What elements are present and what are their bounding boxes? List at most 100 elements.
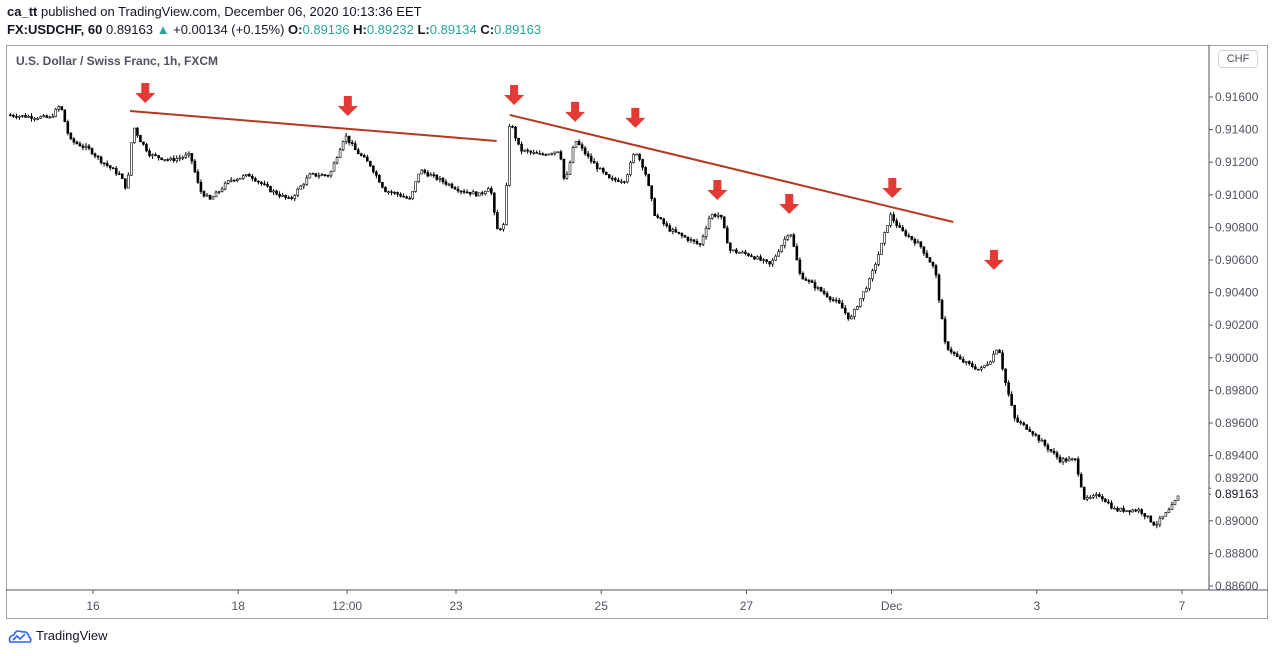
candle-body xyxy=(335,157,339,164)
candle-body xyxy=(974,366,977,370)
up-triangle-icon: ▲ xyxy=(156,22,170,37)
candle-body xyxy=(686,236,690,241)
candle-body xyxy=(390,191,393,193)
candle-body xyxy=(108,165,112,169)
candle-body xyxy=(541,153,545,156)
candle-body xyxy=(568,162,572,175)
candle-body xyxy=(1107,501,1110,504)
candle-body xyxy=(18,115,21,118)
candle-body xyxy=(535,152,539,154)
candle-body xyxy=(1019,421,1023,424)
candle-body xyxy=(632,153,635,163)
candle-body xyxy=(90,148,94,155)
candle-body xyxy=(719,214,723,218)
candle-body xyxy=(111,167,115,170)
candle-body xyxy=(1143,513,1147,517)
candle-body xyxy=(659,217,663,220)
candle-body xyxy=(868,278,871,289)
candle-body xyxy=(332,162,336,172)
candle-body xyxy=(547,153,551,156)
x-tick-label: 18 xyxy=(232,599,246,613)
candle-body xyxy=(496,212,499,230)
candle-body xyxy=(532,152,535,154)
candle-body xyxy=(907,235,911,237)
candle-body xyxy=(338,149,342,159)
candle-body xyxy=(254,178,257,182)
candle-body xyxy=(689,239,693,242)
candle-body xyxy=(102,162,106,165)
candle-body xyxy=(438,177,442,180)
candle-body xyxy=(1140,509,1144,514)
candle-body xyxy=(850,316,853,320)
candle-body xyxy=(235,178,239,181)
candle-body xyxy=(886,225,889,233)
candle-body xyxy=(248,174,251,177)
candle-body xyxy=(411,191,414,199)
candle-body xyxy=(314,173,318,177)
candle-body xyxy=(459,190,463,193)
candle-body xyxy=(9,114,12,117)
candle-body xyxy=(1125,510,1128,512)
candle-body xyxy=(1085,496,1089,500)
candle-body xyxy=(756,256,759,260)
candle-body xyxy=(387,191,390,193)
candle-body xyxy=(937,274,941,301)
tradingview-logo[interactable]: TradingView xyxy=(8,628,108,643)
candle-body xyxy=(1046,444,1050,450)
candle-body xyxy=(127,174,130,189)
candle-body xyxy=(480,192,484,195)
candle-body xyxy=(1058,456,1062,463)
candle-body xyxy=(30,115,33,119)
candle-body xyxy=(747,253,750,256)
candle-body xyxy=(834,299,838,302)
candle-body xyxy=(768,261,771,265)
candle-body xyxy=(1092,495,1095,498)
candle-body xyxy=(151,154,154,157)
candle-body xyxy=(290,197,293,199)
open-label: O: xyxy=(288,22,303,37)
candle-body xyxy=(420,169,424,175)
candle-body xyxy=(187,153,191,156)
candle-body xyxy=(96,155,100,158)
trendline xyxy=(509,113,954,223)
candle-body xyxy=(238,177,242,180)
candle-body xyxy=(1134,509,1137,512)
currency-button[interactable]: CHF xyxy=(1218,50,1258,68)
candle-body xyxy=(895,220,898,226)
candle-body xyxy=(729,242,732,251)
candle-body xyxy=(193,160,197,173)
candle-body xyxy=(1116,507,1119,512)
candle-body xyxy=(1137,509,1140,512)
candle-body xyxy=(577,141,581,146)
candle-body xyxy=(916,241,920,244)
candle-body xyxy=(1131,509,1134,513)
candle-body xyxy=(943,318,947,343)
candle-body xyxy=(278,193,281,197)
candle-body xyxy=(344,135,348,142)
candle-body xyxy=(263,183,266,185)
candle-body xyxy=(698,243,702,245)
author[interactable]: ca_tt xyxy=(7,4,38,19)
candle-body xyxy=(617,179,620,182)
candle-body xyxy=(913,239,917,244)
candle-body xyxy=(892,214,895,222)
candle-body xyxy=(998,349,1001,354)
candle-body xyxy=(175,158,179,161)
candle-body xyxy=(1073,458,1077,461)
candle-body xyxy=(992,353,995,363)
candle-body xyxy=(798,259,802,274)
candle-body xyxy=(220,188,224,192)
x-tick-label: 7 xyxy=(1179,599,1186,613)
candle-body xyxy=(275,190,278,195)
candle-body xyxy=(1010,394,1013,406)
candle-body xyxy=(777,251,781,257)
open-value: 0.89136 xyxy=(302,22,350,37)
candle-body xyxy=(1122,508,1125,512)
candle-body xyxy=(1128,510,1131,513)
candle-body xyxy=(986,363,989,366)
low-value: 0.89134 xyxy=(429,22,477,37)
candle-body xyxy=(1146,515,1150,518)
candle-body xyxy=(341,141,345,151)
candle-body xyxy=(674,229,678,233)
